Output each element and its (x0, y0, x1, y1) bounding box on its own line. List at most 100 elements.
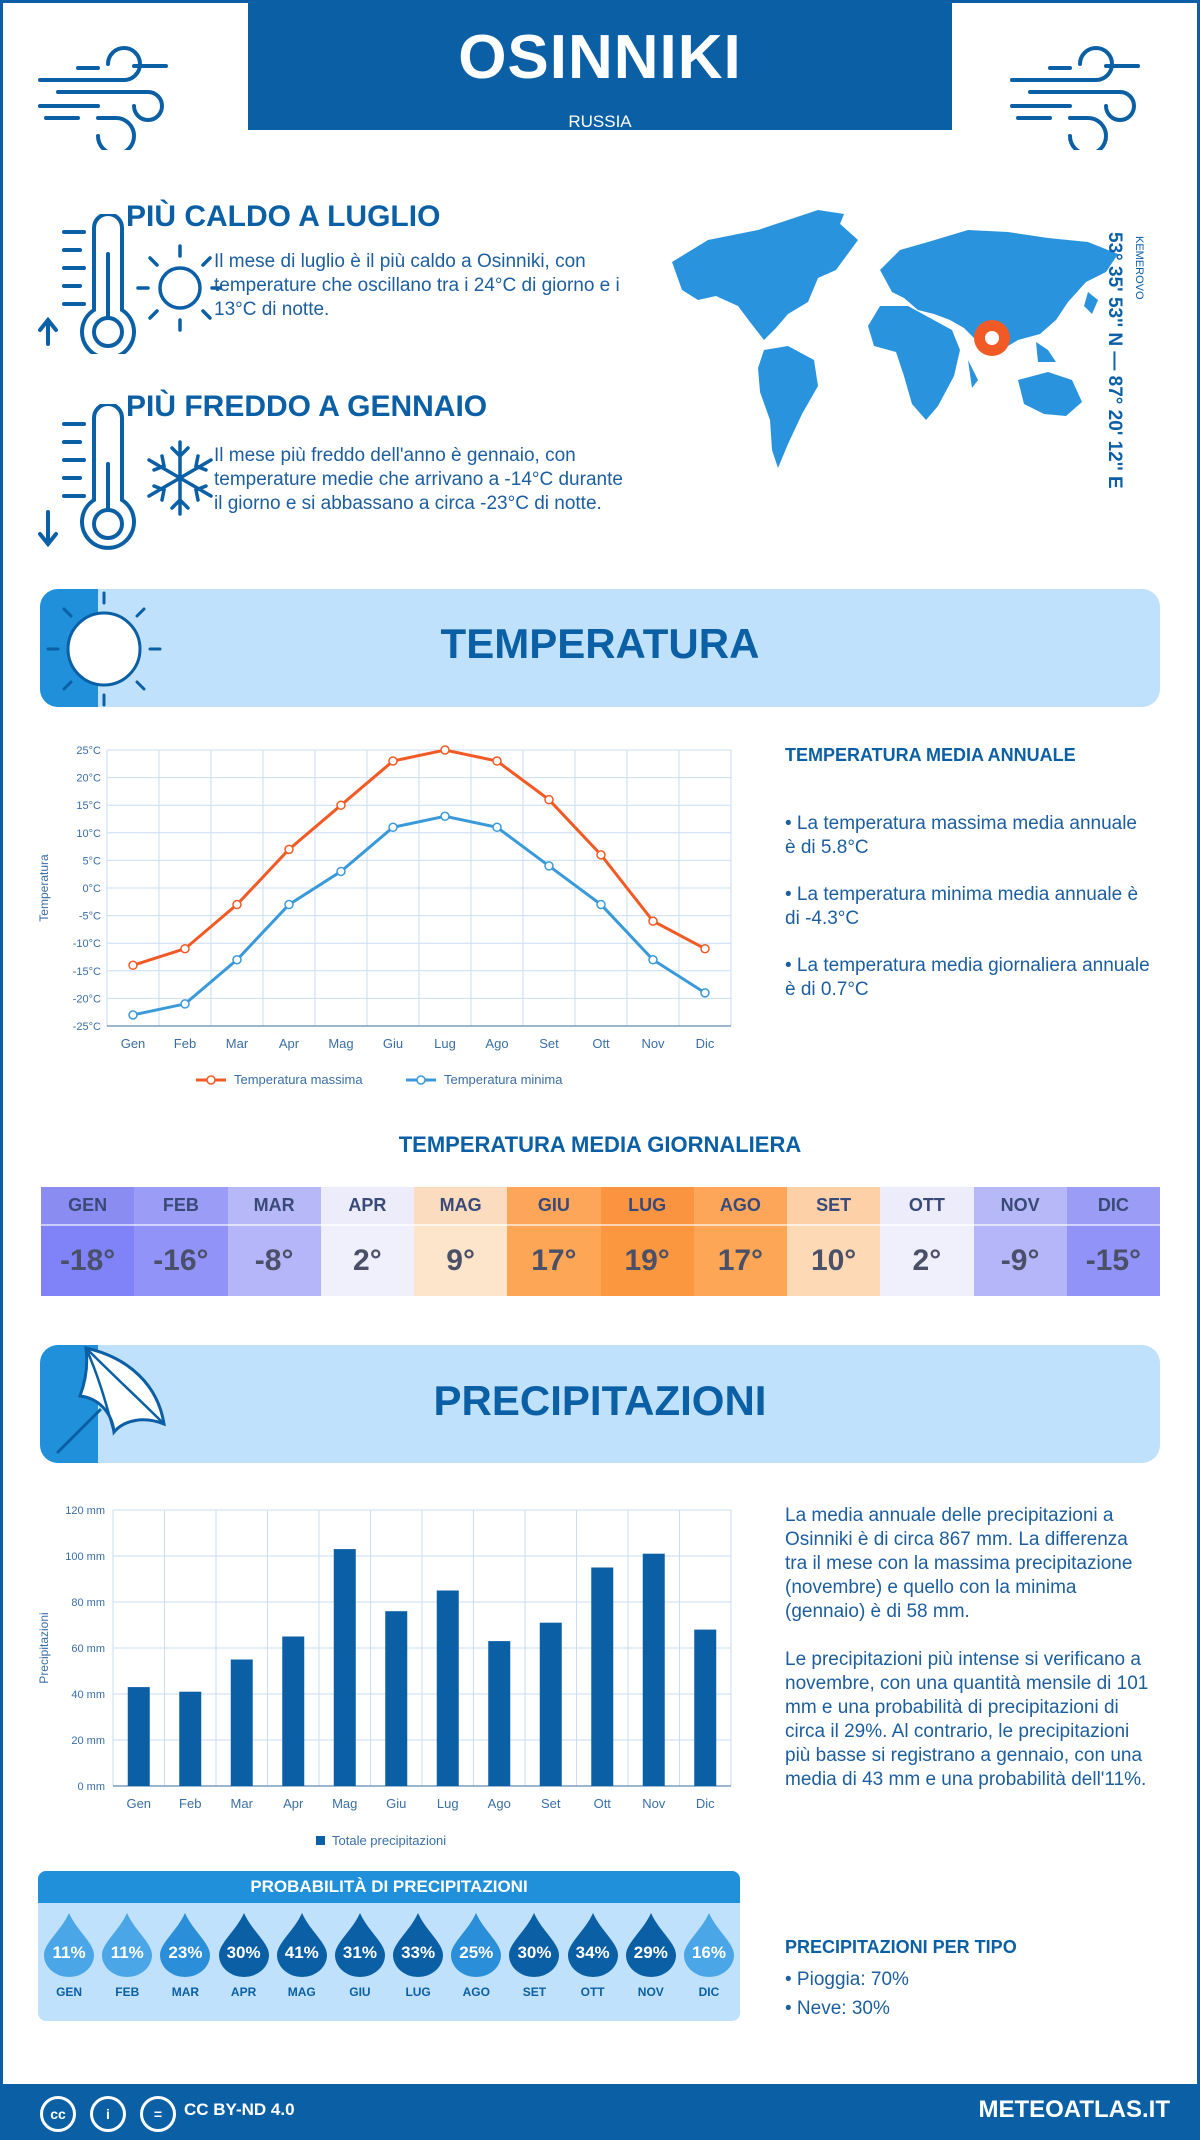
data-point (284, 899, 294, 910)
license-label: CC BY-ND 4.0 (184, 2100, 295, 2119)
daily-temp-value: 10° (787, 1224, 881, 1296)
y-tick-label: -15°C (73, 966, 101, 978)
precip-probability-month: MAR (171, 1985, 200, 1999)
precip-probability-value: 25% (459, 1943, 494, 1962)
precip-probability-item: 30% SET (505, 1913, 563, 1999)
daily-temp-cell: NOV -9° (973, 1187, 1067, 1296)
y-tick-label: 100 mm (65, 1551, 105, 1563)
precipitation-chart: 120 mm 100 mm 80 mm 60 mm 40 mm 20 mm 0 mm Gen F… (37, 1505, 732, 1848)
daily-temp-cell: GIU 17° (507, 1187, 601, 1296)
precip-probability-panel: PROBABILITÀ DI PRECIPITAZIONI 11% GEN 11% F… (38, 1871, 740, 2021)
data-point (648, 916, 658, 926)
y-tick-label: -25°C (73, 1021, 101, 1033)
precip-probability-month: OTT (580, 1985, 605, 1999)
precip-type-rain: • Pioggia: 70% (785, 1969, 909, 1990)
precip-probability-month: GEN (56, 1985, 83, 1999)
legend-marker (416, 1075, 426, 1085)
bar (385, 1611, 408, 1786)
data-point (284, 844, 294, 855)
bar (282, 1636, 305, 1786)
attribution-icon: i (90, 2096, 126, 2132)
raindrop-icon: 16% (683, 1913, 734, 1977)
daily-temp-value: 2° (880, 1224, 974, 1296)
daily-month-label: GEN (41, 1187, 135, 1224)
x-tick-label: Dic (696, 1796, 715, 1811)
y-tick-label: 25°C (76, 745, 101, 757)
daily-temp-value: 19° (600, 1224, 694, 1296)
daily-month-label: GIU (507, 1187, 601, 1224)
raindrop-icon: 23% (160, 1913, 211, 1977)
coldest-title: PIÙ FREDDO A GENNAIO (126, 390, 488, 423)
daily-temp-cell: FEB -16° (134, 1187, 228, 1296)
header-banner (248, 0, 952, 130)
raindrop-icon: 41% (276, 1913, 327, 1977)
site-link[interactable]: METEOATLAS.IT (978, 2096, 1170, 2123)
y-tick-label: -10°C (73, 938, 101, 950)
data-point (492, 756, 502, 766)
daily-temp-title: TEMPERATURA MEDIA GIORNALIERA (398, 1132, 802, 1157)
raindrop-icon: 30% (509, 1913, 560, 1977)
x-tick-label: Lug (434, 1036, 456, 1051)
y-tick-label: 60 mm (71, 1643, 105, 1655)
country-label: RUSSIA (568, 112, 632, 131)
annual-temp-title: TEMPERATURA MEDIA ANNUALE (785, 745, 1076, 765)
bar (230, 1659, 253, 1786)
data-point (336, 866, 346, 877)
x-tick-label: Giu (383, 1036, 403, 1051)
y-tick-label: 20°C (76, 773, 101, 785)
raindrop-icon: 34% (567, 1913, 618, 1977)
bar (179, 1691, 202, 1786)
sun-icon (46, 591, 162, 707)
y-tick-label: 5°C (83, 855, 102, 867)
precip-probability-item: 16% DIC (680, 1913, 738, 1999)
precip-banner (40, 1345, 1160, 1463)
data-point (440, 811, 450, 821)
daily-temp-value: 17° (693, 1224, 787, 1296)
precip-probability-value: 30% (517, 1943, 552, 1962)
daily-temp-cell: APR 2° (320, 1187, 414, 1296)
precip-probability-item: 41% MAG (273, 1913, 331, 1999)
data-point (128, 960, 138, 971)
precip-probability-month: APR (230, 1985, 257, 1999)
umbrella-icon (56, 1346, 166, 1454)
precip-probability-value: 30% (226, 1943, 261, 1962)
bar (127, 1687, 150, 1786)
precip-probability-item: 11% FEB (98, 1913, 156, 1999)
legend-label: Temperatura massima (234, 1072, 363, 1087)
x-tick-label: Mar (226, 1036, 249, 1051)
x-tick-label: Mag (332, 1796, 357, 1811)
raindrop-icon: 31% (334, 1913, 385, 1977)
y-axis-label: Precipitazioni (37, 1612, 51, 1683)
precip-probability-item: 30% APR (215, 1913, 273, 1999)
series-line (132, 748, 706, 967)
data-point (596, 850, 606, 860)
y-tick-label: 0 mm (78, 1781, 106, 1793)
raindrop-icon: 11% (44, 1913, 95, 1977)
x-tick-label: Gen (126, 1796, 151, 1811)
data-point (180, 943, 190, 954)
x-tick-label: Giu (386, 1796, 406, 1811)
data-point (232, 955, 242, 965)
x-tick-label: Set (539, 1036, 559, 1051)
precip-probability-item: 23% MAR (156, 1913, 214, 1999)
daily-temp-table: GEN -18° FEB -16° MAR -8° APR 2° MAG 9° GIU 17° LUG 1… (41, 1187, 1160, 1296)
precip-probability-month: AGO (462, 1985, 490, 1999)
data-point (388, 756, 398, 766)
daily-month-label: OTT (880, 1187, 974, 1224)
y-tick-label: 40 mm (71, 1689, 105, 1701)
daily-temp-cell: GEN -18° (41, 1187, 135, 1296)
daily-temp-value: -15° (1066, 1224, 1160, 1296)
world-map (672, 210, 1118, 468)
daily-temp-value: -18° (41, 1224, 135, 1296)
x-tick-label: Feb (174, 1036, 196, 1051)
raindrop-icon: 25% (451, 1913, 502, 1977)
x-tick-label: Lug (437, 1796, 459, 1811)
precip-probability-value: 34% (575, 1943, 610, 1962)
precip-probability-item: 33% LUG (389, 1913, 447, 1999)
bar (539, 1622, 562, 1786)
coordinates-label: 53° 35' 53'' N — 87° 20' 12'' E (1104, 232, 1125, 489)
precip-probability-value: 33% (401, 1943, 436, 1962)
x-tick-label: Set (541, 1796, 561, 1811)
daily-temp-cell: MAR -8° (227, 1187, 321, 1296)
raindrop-icon: 30% (218, 1913, 269, 1977)
